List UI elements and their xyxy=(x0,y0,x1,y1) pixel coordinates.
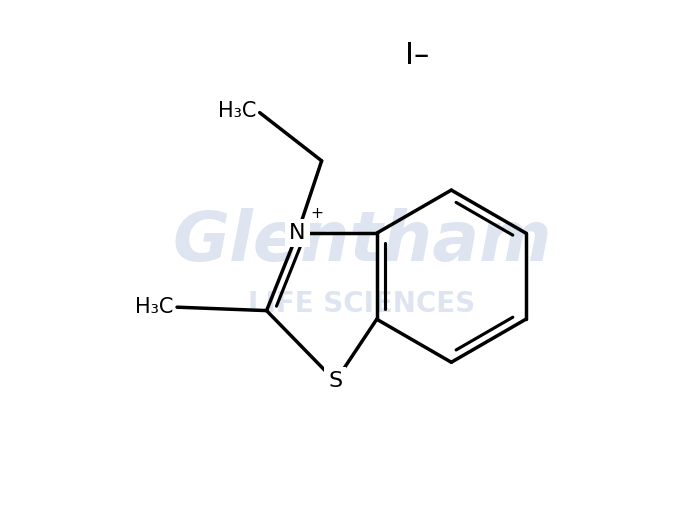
Text: H₃C: H₃C xyxy=(218,101,256,121)
Text: LIFE SCIENCES: LIFE SCIENCES xyxy=(248,290,475,318)
Text: S: S xyxy=(329,371,342,391)
Text: H₃C: H₃C xyxy=(135,297,173,317)
Text: N: N xyxy=(290,223,306,243)
Text: Glentham: Glentham xyxy=(172,208,551,275)
Text: +: + xyxy=(310,206,324,222)
Text: I–: I– xyxy=(405,41,429,70)
